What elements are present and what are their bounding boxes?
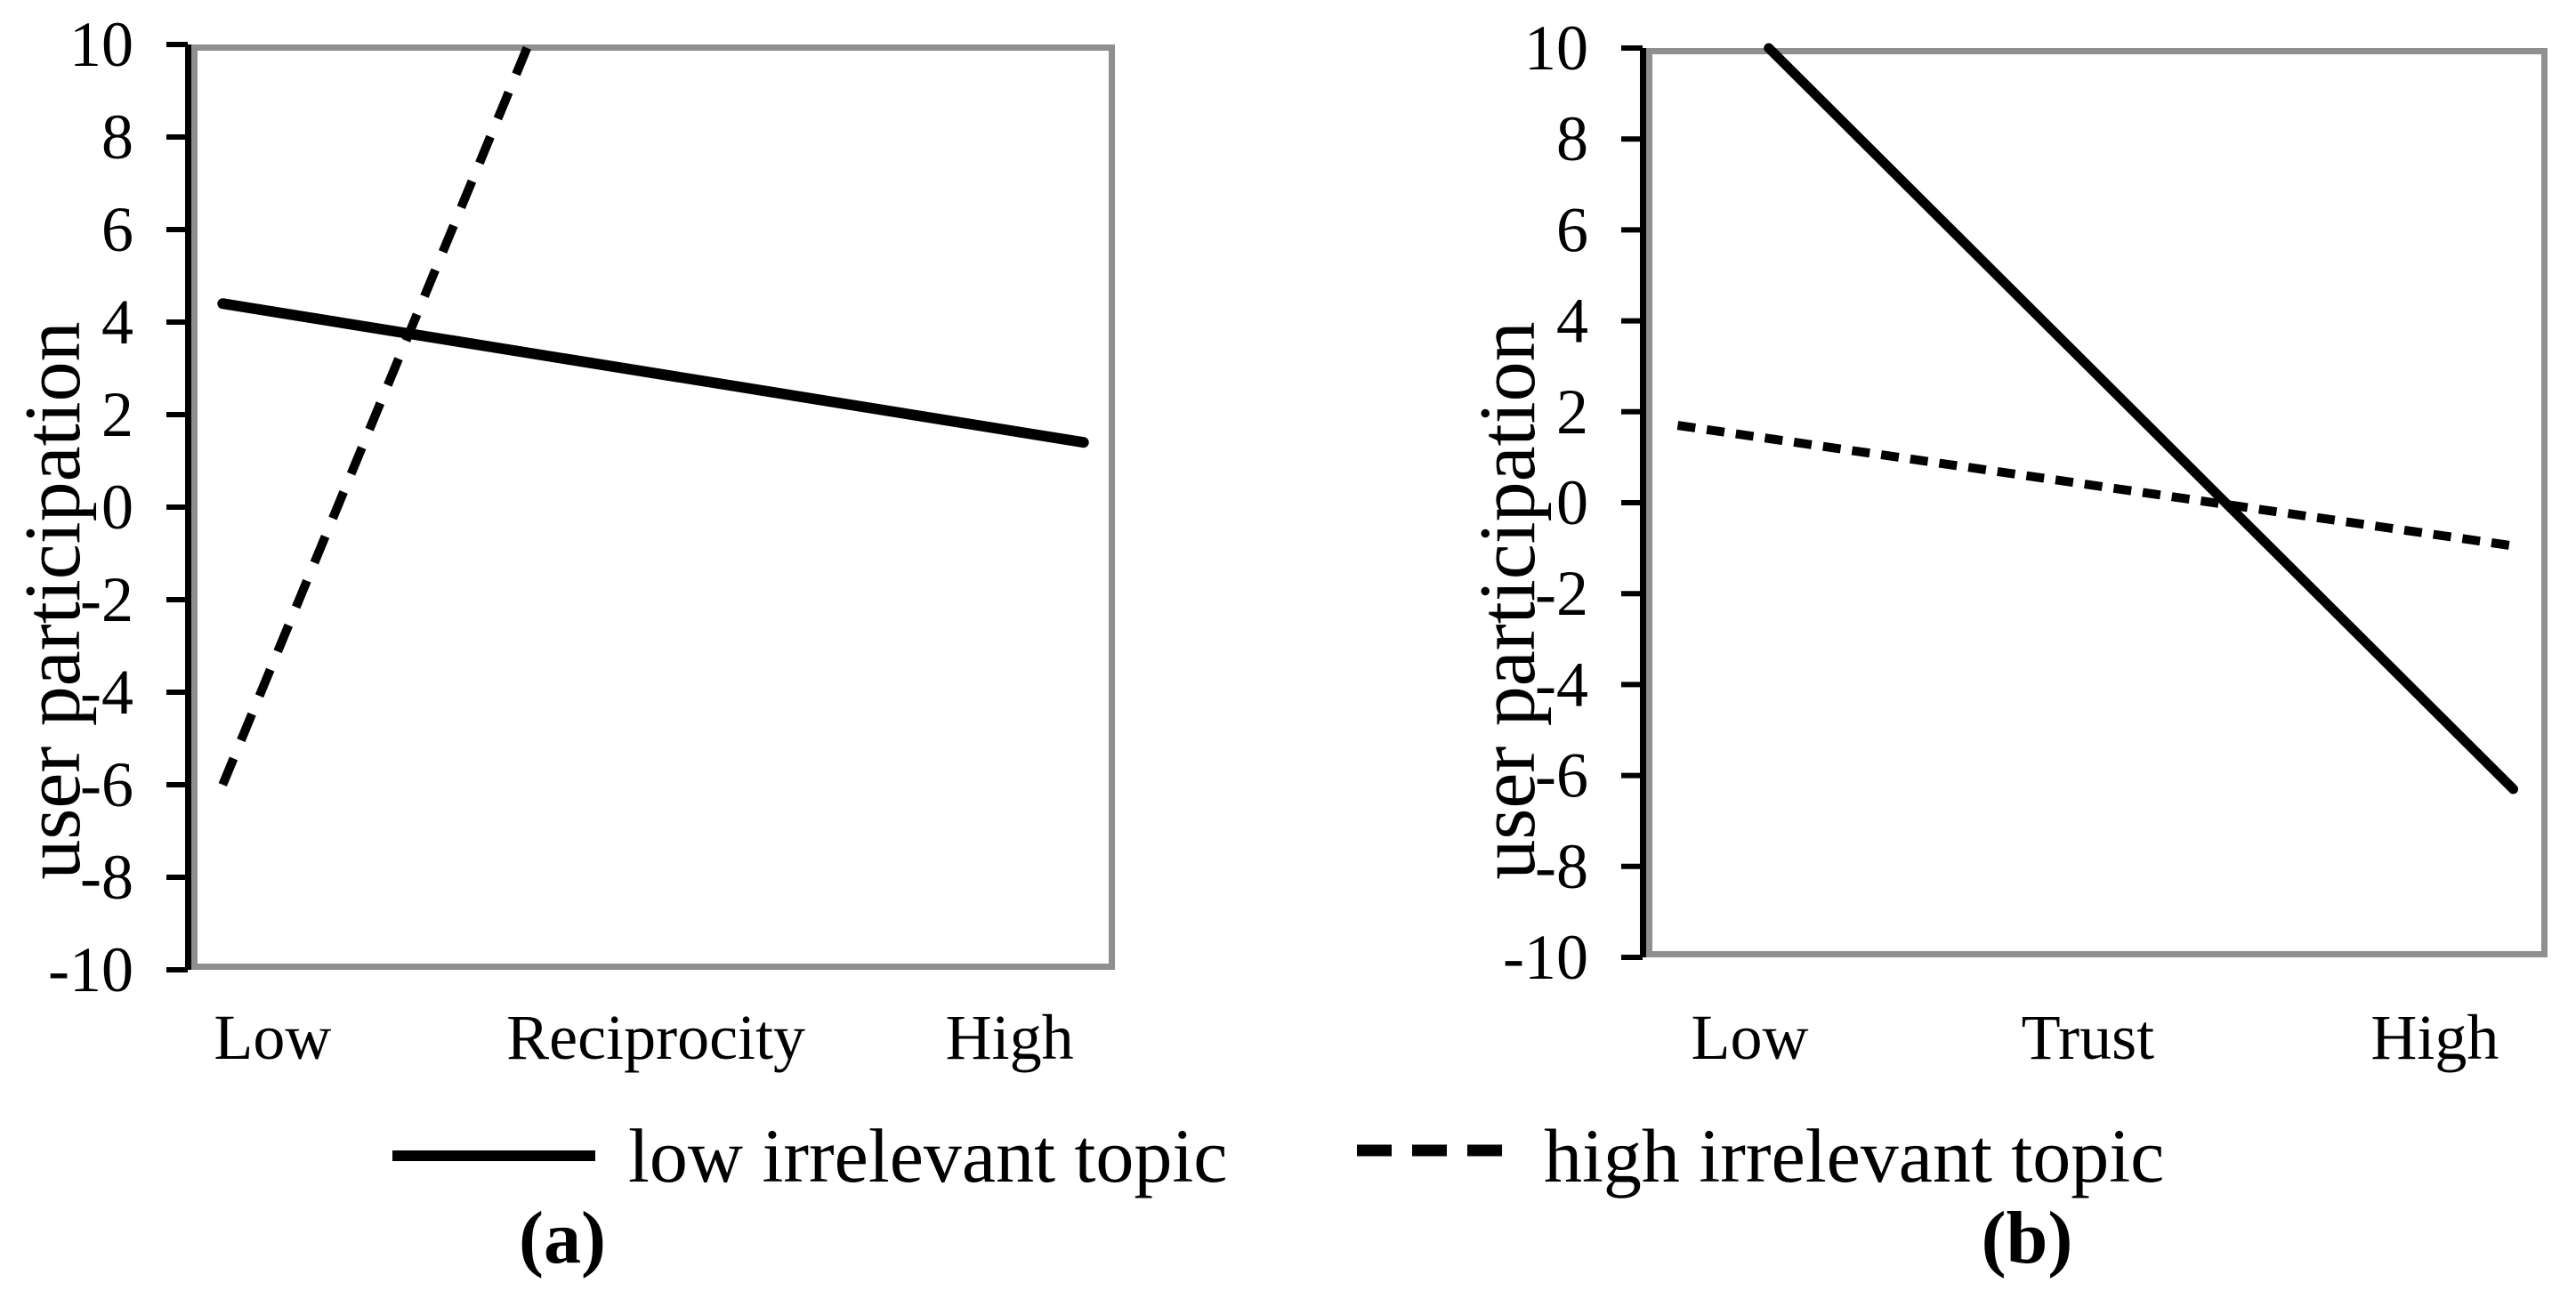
y-axis-title-panel-a: user participation: [9, 321, 97, 880]
y-tick-label: 4: [101, 286, 133, 358]
y-tick-label: -2: [1535, 558, 1588, 629]
x-axis-label: Trust: [2022, 1002, 2154, 1073]
y-tick-label: -2: [80, 564, 133, 635]
y-tick-label: 0: [101, 472, 133, 543]
plot-frame-b: [1646, 48, 2548, 957]
y-tick-label: 10: [1524, 12, 1588, 84]
series-line-dashed-b: [1676, 421, 2515, 551]
y-tick-label: -6: [1535, 740, 1588, 811]
y-tick-label: 10: [69, 9, 133, 80]
y-tick-label: -10: [48, 934, 133, 1005]
y-tick-label: 2: [1556, 376, 1588, 448]
y-tick-label: -4: [80, 657, 133, 728]
y-tick-label: 8: [101, 101, 133, 173]
y-axis-title-panel-b: user participation: [1464, 321, 1552, 880]
series-line-solid-b: [1764, 43, 2519, 795]
panel-caption-b: (b): [1981, 1197, 2073, 1279]
x-axis-label: High: [946, 1002, 1074, 1073]
y-tick-label: -4: [1535, 649, 1588, 720]
x-axis-label: Low: [214, 1002, 331, 1073]
y-tick-label: 6: [101, 194, 133, 265]
y-tick-label: -8: [1535, 831, 1588, 902]
y-tick-label: 4: [1556, 286, 1588, 357]
series-line-dashed-a: [218, 43, 533, 787]
legend-item-label-high-irrelevant-topic: high irrelevant topic: [1544, 1113, 2165, 1198]
y-tick-label: 6: [1556, 194, 1588, 265]
plot-frame-a: [191, 44, 1115, 970]
x-axis-label: Reciprocity: [506, 1002, 805, 1073]
y-tick-label: -10: [1503, 922, 1588, 993]
y-tick-label: 8: [1556, 103, 1588, 174]
x-axis-label: Low: [1692, 1002, 1809, 1073]
y-tick-label: 2: [101, 379, 133, 450]
y-tick-label: -6: [80, 749, 133, 820]
series-line-solid-a: [217, 298, 1089, 448]
legend-item-label-low-irrelevant-topic: low irrelevant topic: [628, 1113, 1228, 1198]
panel-caption-a: (a): [519, 1197, 606, 1279]
y-tick-label: -8: [80, 842, 133, 913]
x-axis-label: High: [2370, 1002, 2499, 1073]
y-tick-label: 0: [1556, 467, 1588, 538]
